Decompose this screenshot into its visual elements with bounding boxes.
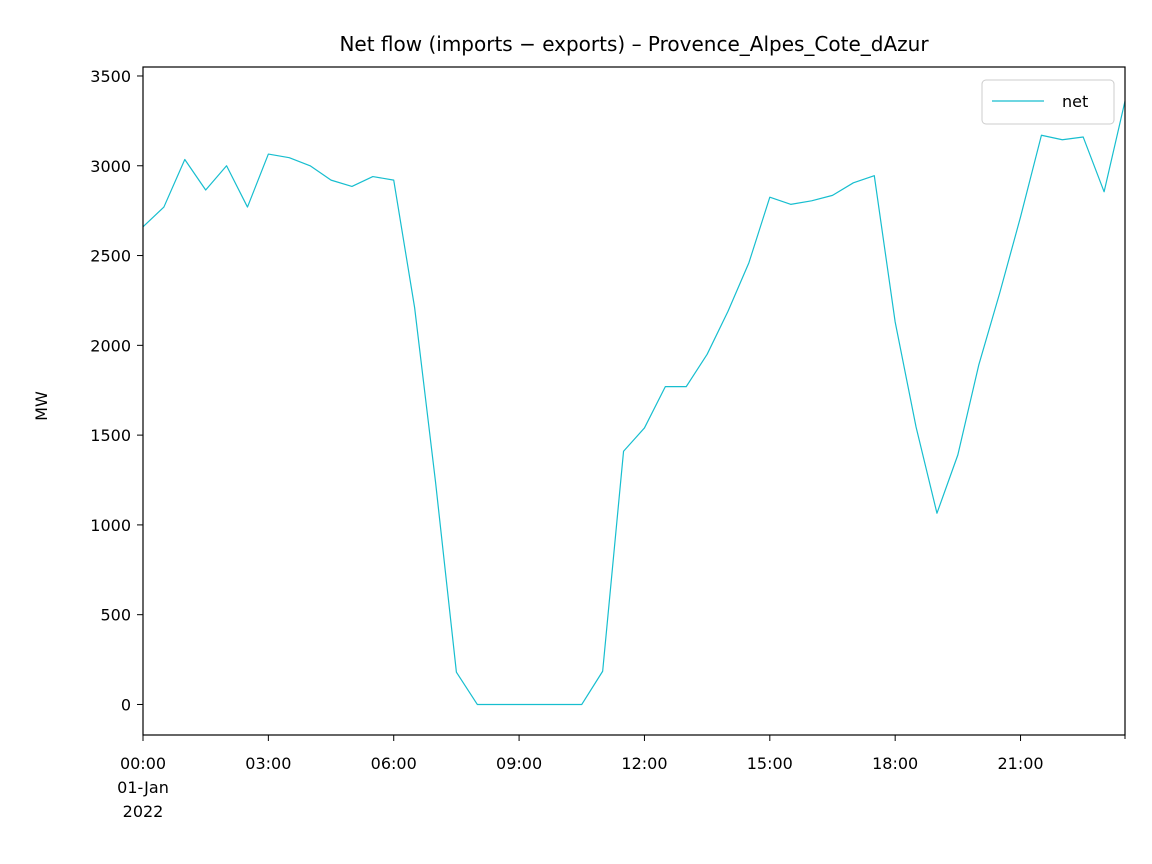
y-tick-label: 500: [100, 606, 131, 625]
chart-title: Net flow (imports − exports) – Provence_…: [339, 32, 929, 56]
x-tick-label: 01-Jan: [117, 778, 169, 797]
y-axis-label: MW: [32, 391, 51, 421]
y-tick-label: 3000: [90, 157, 131, 176]
x-tick-label: 15:00: [747, 754, 793, 773]
y-tick-label: 1000: [90, 516, 131, 535]
y-tick-label: 0: [121, 695, 131, 714]
x-tick-label: 18:00: [872, 754, 918, 773]
legend: net: [981, 79, 1115, 125]
y-tick-label: 1500: [90, 426, 131, 445]
axes-frame: [142, 66, 1126, 736]
legend-label-net: net: [1062, 92, 1088, 111]
y-tick-label: 2500: [90, 247, 131, 266]
y-tick-label: 3500: [90, 67, 131, 86]
x-tick-label: 03:00: [245, 754, 291, 773]
x-tick-label: 00:00: [120, 754, 166, 773]
x-tick-label: 21:00: [997, 754, 1043, 773]
legend-frame: [981, 79, 1115, 125]
series-line-net: [142, 100, 1126, 706]
x-tick-label: 06:00: [371, 754, 417, 773]
x-tick-label: 09:00: [496, 754, 542, 773]
x-tick-label: 2022: [123, 802, 164, 821]
plot-area: 0 500 1000 1500 2000 2500 3000 3500 00:00 01-Jan 2…: [90, 66, 1126, 821]
y-tick-label: 2000: [90, 336, 131, 355]
x-tick-label: 12:00: [621, 754, 667, 773]
